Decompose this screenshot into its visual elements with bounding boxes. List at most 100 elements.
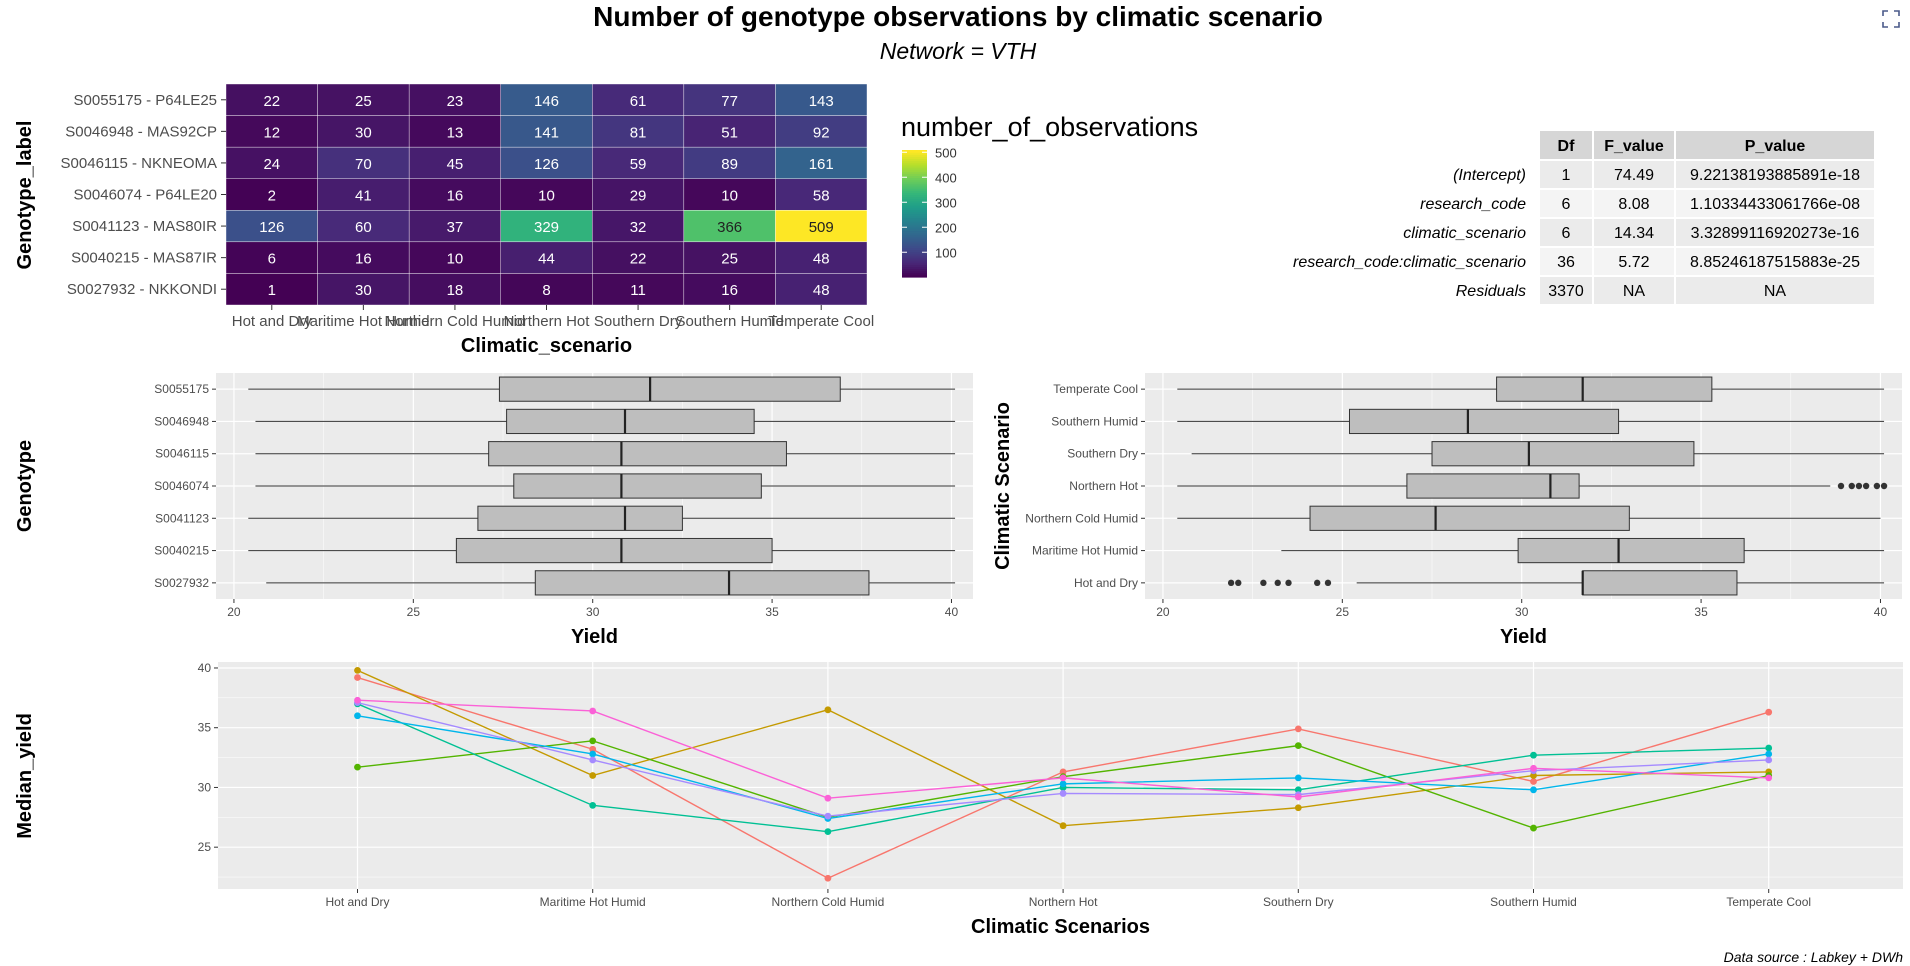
legend-tick-label: 100 — [935, 245, 957, 260]
legend-gradient-step — [902, 211, 927, 215]
y-tick-label: S0040215 — [154, 544, 209, 558]
heatmap-cell-label: 92 — [813, 124, 830, 141]
heatmap-cell — [592, 178, 685, 211]
heatmap-cell — [500, 273, 593, 306]
heatmap-cell — [408, 178, 501, 211]
box-iqr — [513, 473, 762, 499]
heatmap-cell — [317, 83, 410, 116]
box-outlier — [1314, 579, 1321, 587]
heatmap-cell — [775, 273, 868, 306]
legend-gradient-step — [902, 207, 927, 210]
anova-cell — [1540, 190, 1592, 217]
legend-gradient-step — [902, 173, 927, 176]
legend-gradient-step — [902, 162, 927, 166]
anova-cell-value: 1 — [1562, 167, 1571, 184]
heatmap-cell — [775, 210, 868, 243]
anova-cell — [1594, 248, 1674, 275]
box-iqr — [477, 505, 683, 531]
heatmap-column-label: Southern Humid — [675, 313, 783, 330]
legend-gradient-step — [902, 177, 927, 181]
x-axis-title: Yield — [1500, 626, 1547, 648]
x-tick-label: 40 — [1874, 605, 1888, 619]
series-point — [824, 828, 832, 836]
box-outlier — [1873, 482, 1881, 490]
y-tick-label: S0055175 — [154, 382, 209, 396]
anova-cell-value: NA — [1623, 283, 1646, 300]
legend-gradient-step — [902, 247, 927, 251]
chart-subtitle: Network = VTH — [880, 38, 1037, 64]
heatmap-cell-label: 6 — [268, 251, 276, 268]
legend-gradient-step — [902, 152, 927, 155]
box-iqr — [1517, 537, 1745, 564]
y-tick-label: 30 — [198, 780, 212, 794]
legend-gradient-step — [902, 205, 927, 208]
legend-gradient-step — [902, 150, 927, 153]
heatmap-cell — [683, 83, 776, 116]
heatmap-cell-label: 23 — [447, 93, 464, 110]
legend-gradient-step — [902, 154, 927, 157]
heatmap-cell-label: 11 — [630, 282, 646, 299]
heatmap-cell — [225, 146, 318, 179]
legend-gradient-step — [902, 202, 927, 206]
heatmap-cell — [775, 241, 868, 274]
x-tick-label: 30 — [586, 605, 600, 619]
anova-cell — [1540, 248, 1592, 275]
heatmap-column-label: Northern Cold Humid — [384, 313, 525, 330]
heatmap-row-label: S0046948 - MAS92CP — [65, 123, 217, 140]
x-tick-label: 25 — [407, 605, 421, 619]
series-point — [354, 712, 361, 720]
y-tick-label: S0027932 — [154, 576, 209, 590]
heatmap-cell-label: 146 — [534, 93, 559, 110]
legend-gradient-step — [902, 234, 927, 238]
y-tick-label: S0046948 — [154, 414, 209, 428]
x-tick-label: 20 — [227, 605, 241, 619]
heatmap-cell-label: 161 — [809, 156, 834, 173]
box-outlier — [1837, 482, 1845, 490]
expand-icon[interactable] — [1880, 8, 1902, 30]
x-tick-label: 35 — [765, 605, 779, 619]
heatmap-cell-label: 16 — [721, 282, 738, 299]
heatmap-cell-label: 141 — [534, 124, 559, 141]
legend-gradient-step — [902, 188, 927, 191]
heatmap-cell — [408, 83, 501, 116]
y-axis-title: Genotype — [14, 440, 36, 532]
anova-row-term: Residuals — [1456, 283, 1526, 300]
heatmap-column-label: Southern Dry — [594, 313, 683, 330]
legend-gradient-step — [902, 249, 927, 253]
series-point — [1294, 793, 1302, 801]
box-iqr — [1496, 376, 1713, 402]
anova-header-cell — [1676, 131, 1874, 159]
y-tick-label: S0046115 — [155, 447, 209, 461]
heatmap-y-axis-title: Genotype_label — [14, 121, 36, 270]
anova-table: Df F_value P_value 1 74.49 9.22138193885891e-… — [1293, 131, 1874, 304]
y-axis-title: Median_yield — [14, 713, 36, 839]
legend-gradient-step — [902, 175, 927, 179]
heatmap-cell — [408, 210, 501, 243]
heatmap-cell-label: 126 — [259, 219, 284, 236]
heatmap-cell-label: 48 — [813, 251, 830, 268]
anova-header-cell — [1594, 131, 1674, 159]
anova-cell-value: 9.22138193885891e-18 — [1690, 167, 1860, 184]
heatmap-cell — [775, 146, 868, 179]
legend-gradient-step — [902, 245, 927, 248]
x-tick-label: 35 — [1694, 605, 1708, 619]
heatmap-cell-label: 10 — [721, 188, 738, 205]
box-iqr — [1406, 473, 1580, 499]
legend-gradient-step — [902, 183, 927, 187]
heatmap-cell-label: 22 — [630, 251, 647, 268]
heatmap-cell — [592, 210, 685, 243]
heatmap-cell-label: 1 — [268, 282, 276, 299]
legend-gradient-step — [902, 213, 927, 217]
anova-header-label: Df — [1558, 138, 1576, 155]
series-point — [1294, 786, 1302, 794]
legend-gradient-step — [902, 241, 927, 244]
series-point — [354, 696, 361, 704]
heatmap-cell-label: 48 — [813, 282, 830, 299]
series-point — [1530, 764, 1537, 772]
heatmap-cell — [225, 115, 318, 148]
y-tick-label: Southern Dry — [1067, 447, 1138, 461]
heatmap-cell-label: 45 — [447, 156, 464, 173]
legend-gradient-step — [902, 181, 927, 185]
series-point — [1059, 822, 1067, 830]
